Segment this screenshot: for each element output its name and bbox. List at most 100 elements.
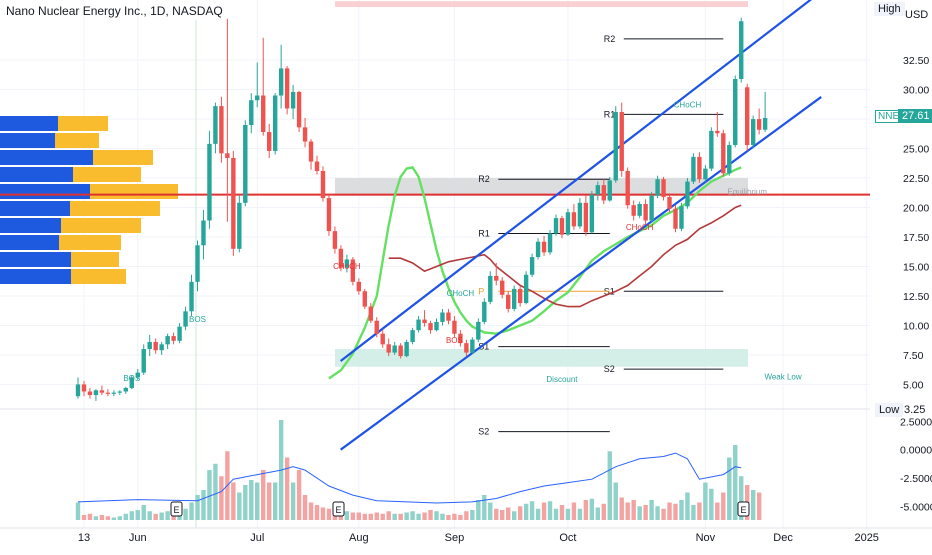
candle-body [135, 372, 140, 378]
candle-body [697, 156, 702, 180]
candle-body [733, 79, 738, 146]
volume-bar [637, 506, 642, 520]
volume-bar [517, 506, 523, 520]
earnings-marker: E [332, 501, 345, 517]
volume-bar [643, 505, 648, 520]
volume-bar [255, 482, 260, 520]
candle-body [219, 106, 224, 154]
candle-body [302, 127, 308, 142]
oscillator-line [77, 452, 742, 504]
candle-body [589, 194, 595, 233]
candle-body [105, 392, 111, 394]
volume-bar [314, 505, 320, 520]
volume-bar [697, 502, 702, 520]
volume-profile-up-bar [0, 269, 71, 284]
moving-average-line [328, 166, 742, 380]
candle-body [81, 384, 87, 392]
volume-bar [171, 513, 176, 520]
volume-profile-up-bar [0, 184, 90, 199]
volume-bar [715, 502, 720, 520]
candle-body [338, 248, 344, 268]
volume-profile-up-bar [0, 201, 70, 216]
volume-bar [93, 516, 99, 520]
volume-bar [117, 516, 123, 520]
earnings-marker-box [332, 501, 345, 517]
pivot-label: R1 [604, 109, 616, 119]
annotation-label: BOS [446, 336, 463, 345]
volume-bar [511, 511, 517, 520]
volume-bar [482, 495, 487, 520]
volume-bar [428, 510, 433, 520]
candle-body [667, 196, 672, 209]
volume-bar [756, 492, 762, 520]
candle-body [356, 281, 362, 292]
high-button[interactable]: High [874, 2, 905, 16]
candle-body [434, 321, 439, 331]
volume-bar [494, 508, 499, 520]
candle-body [607, 180, 612, 201]
earnings-marker-box [737, 501, 750, 517]
candle-body [685, 181, 690, 207]
volume-bar [183, 508, 188, 520]
volume-bar [452, 513, 457, 520]
candle-body [344, 259, 350, 268]
candle-body [213, 106, 218, 144]
equilibrium-zone [335, 178, 748, 196]
candle-body [428, 323, 433, 331]
annotation-label: BOS [189, 315, 206, 324]
volume-bar [398, 513, 403, 520]
candle-body [452, 320, 457, 334]
volume-bar [99, 515, 105, 520]
currency-label[interactable]: USD [905, 9, 929, 21]
candle-body [488, 275, 493, 302]
volume-bar [344, 511, 350, 520]
candle-body [392, 345, 397, 353]
candle-body [332, 231, 338, 249]
candle-body [255, 95, 260, 101]
low-button[interactable]: Low [875, 403, 904, 417]
candle-body [547, 233, 553, 253]
oscillator-tick-label: 0.0000 [900, 445, 932, 457]
volume-bar [440, 513, 445, 520]
volume-bar [506, 507, 511, 520]
candle-body [147, 341, 152, 350]
candle-body [649, 195, 654, 221]
volume-bar [219, 476, 224, 520]
pivot-label: P [478, 286, 484, 296]
pivot-label: R2 [478, 174, 490, 184]
volume-bar [613, 482, 618, 520]
price-tick-label: 5.00 [903, 379, 924, 391]
volume-bar [165, 511, 170, 520]
volume-bar [739, 476, 744, 520]
candle-body [189, 281, 194, 312]
volume-bar [470, 510, 475, 520]
volume-bar [326, 508, 332, 520]
pivot-label: S2 [604, 364, 615, 374]
candle-body [129, 377, 134, 388]
pivot-label: S2 [478, 427, 489, 437]
volume-bar [529, 501, 535, 520]
candle-body [422, 319, 427, 324]
candle-body [207, 143, 212, 221]
volume-bar [81, 515, 87, 520]
time-tick-label: Aug [349, 532, 369, 544]
volume-bar [123, 513, 128, 520]
candle-body [673, 208, 678, 229]
candle-body [380, 333, 385, 345]
candle-body [284, 68, 290, 109]
candle-body [458, 333, 463, 344]
candle-body [523, 274, 529, 304]
volume-bar [147, 511, 152, 520]
candle-body [374, 320, 379, 334]
volume-bar [661, 508, 666, 520]
volume-profile-up-bar [0, 167, 73, 182]
volume-bar [362, 513, 367, 520]
volume-bar [733, 445, 738, 520]
volume-bar [368, 513, 373, 520]
volume-bar [231, 482, 236, 520]
candle-body [715, 130, 720, 134]
candle-body [261, 95, 266, 133]
volume-bar [105, 516, 111, 520]
volume-bar [237, 492, 242, 520]
